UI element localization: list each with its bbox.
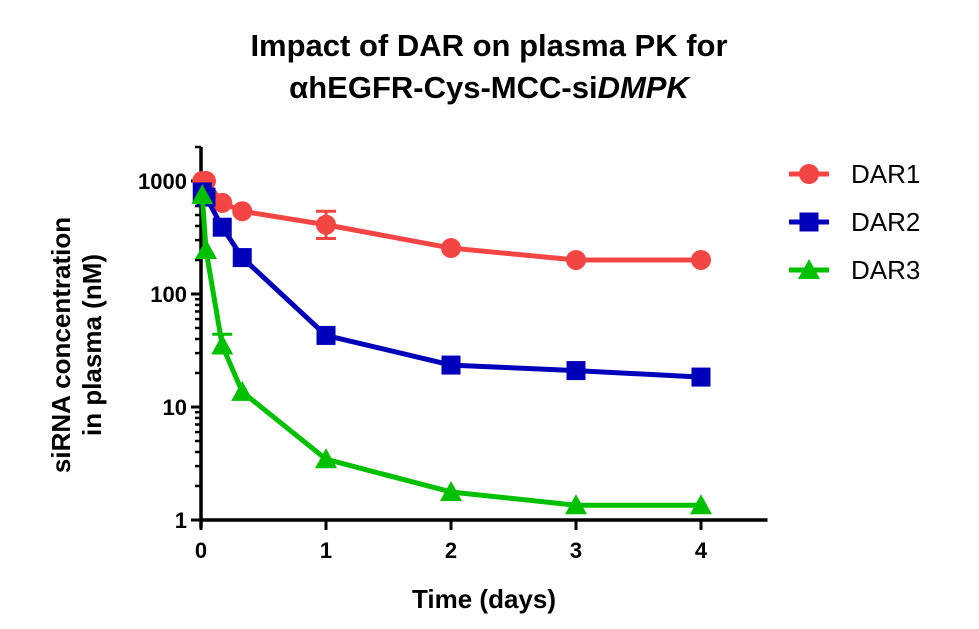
data-point: [691, 367, 711, 387]
y-tick-label: 10: [163, 395, 187, 420]
legend-label: DAR2: [851, 207, 920, 237]
data-point: [565, 494, 587, 515]
legend-item-dar2: DAR2: [789, 207, 920, 237]
x-tick-label: 3: [570, 538, 582, 563]
data-point: [191, 184, 214, 205]
plot-area: [191, 171, 712, 515]
y-axis-title-line-1: siRNA concentration: [46, 217, 76, 473]
legend-label: DAR1: [851, 159, 920, 189]
data-point: [690, 494, 712, 515]
legend-label: DAR3: [851, 255, 920, 285]
y-tick-label: 1000: [138, 169, 187, 194]
title-line-2: αhEGFR-Cys-MCC-siDMPK: [289, 70, 691, 105]
data-point: [315, 448, 337, 469]
data-point: [212, 217, 232, 237]
x-tick-label: 4: [695, 538, 708, 563]
data-point: [232, 248, 252, 268]
data-point: [566, 249, 586, 270]
data-point: [441, 238, 461, 259]
series-line: [200, 190, 702, 380]
data-point: [195, 239, 217, 260]
legend-marker: [799, 212, 819, 232]
title-line-2-plain: αhEGFR-Cys-MCC-si: [289, 70, 597, 105]
series-dar3: [191, 184, 712, 515]
y-axis-title: siRNA concentration in plasma (nM): [46, 217, 107, 473]
data-point: [316, 214, 336, 235]
chart-title: Impact of DAR on plasma PK for αhEGFR-Cy…: [250, 28, 727, 105]
legend-marker: [798, 259, 820, 279]
legend-item-dar3: DAR3: [789, 255, 920, 285]
x-tick-label: 2: [445, 538, 457, 563]
y-axis-title-line-2: in plasma (nM): [77, 254, 107, 436]
data-point: [440, 480, 462, 501]
y-tick-label: 1: [175, 508, 187, 533]
title-line-2-italic: DMPK: [598, 70, 692, 105]
title-line-1: Impact of DAR on plasma PK for: [250, 28, 727, 63]
x-tick-label: 1: [320, 538, 332, 563]
y-tick-label: 100: [150, 282, 187, 307]
data-point: [566, 361, 586, 381]
x-tick-label: 0: [195, 538, 207, 563]
legend-item-dar1: DAR1: [789, 159, 920, 189]
legend: DAR1 DAR2 DAR3: [789, 159, 920, 285]
data-point: [691, 249, 711, 270]
series-line: [199, 194, 701, 508]
series-dar1: [192, 171, 711, 270]
data-point: [232, 201, 253, 222]
data-point: [231, 380, 254, 401]
legend-marker: [799, 164, 819, 184]
x-axis-title: Time (days): [412, 584, 556, 614]
data-point: [316, 325, 336, 345]
series-dar2: [192, 182, 711, 387]
data-point: [212, 192, 233, 213]
data-point: [211, 334, 234, 355]
data-point: [441, 355, 461, 375]
